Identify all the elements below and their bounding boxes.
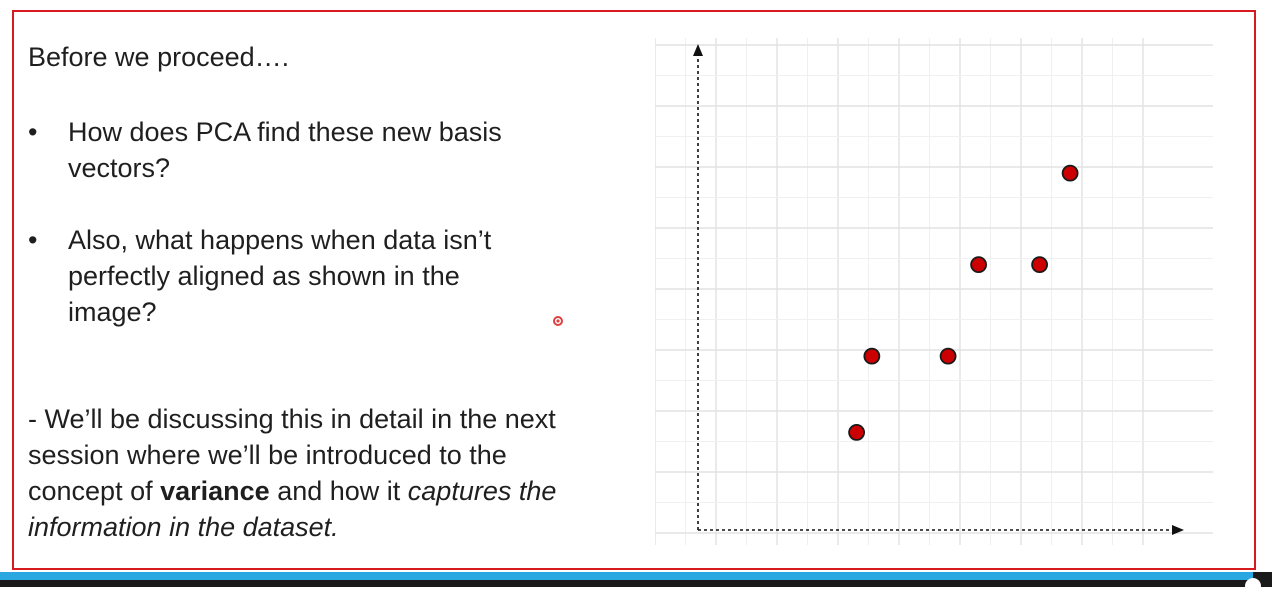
video-progress-fill: [0, 572, 1253, 580]
bullet-text: Also, what happens when data isn’t perfe…: [68, 225, 492, 327]
data-point: [848, 423, 866, 441]
conclusion-paragraph: - We’ll be discussing this in detail in …: [28, 401, 588, 545]
slide-heading: Before we proceed….: [28, 42, 290, 72]
y-axis-arrow-icon: [693, 44, 703, 56]
slide-frame: [12, 10, 1256, 570]
mouse-cursor-indicator: [553, 316, 563, 326]
data-point: [939, 347, 957, 365]
conclusion-italic-text: captures the information in the dataset.: [28, 476, 557, 542]
scatter-chart: [655, 38, 1213, 545]
conclusion-text: - We’ll be discussing this in detail in …: [28, 404, 556, 506]
bullet-marker: •: [28, 117, 38, 147]
video-progress-track[interactable]: [0, 572, 1272, 587]
x-axis-arrow-icon: [1172, 525, 1184, 535]
data-point: [1061, 164, 1079, 182]
video-scrubber-handle[interactable]: [1244, 578, 1261, 594]
conclusion-text-continued: and how it: [269, 476, 408, 506]
bullet-text: How does PCA find these new basis vector…: [68, 117, 502, 183]
data-point: [1031, 256, 1049, 274]
bullet-marker: •: [28, 225, 38, 255]
chart-grid: [655, 38, 1213, 545]
data-points: [848, 164, 1079, 441]
conclusion-bold-term: variance: [160, 476, 270, 506]
data-point: [970, 256, 988, 274]
data-point: [863, 347, 881, 365]
